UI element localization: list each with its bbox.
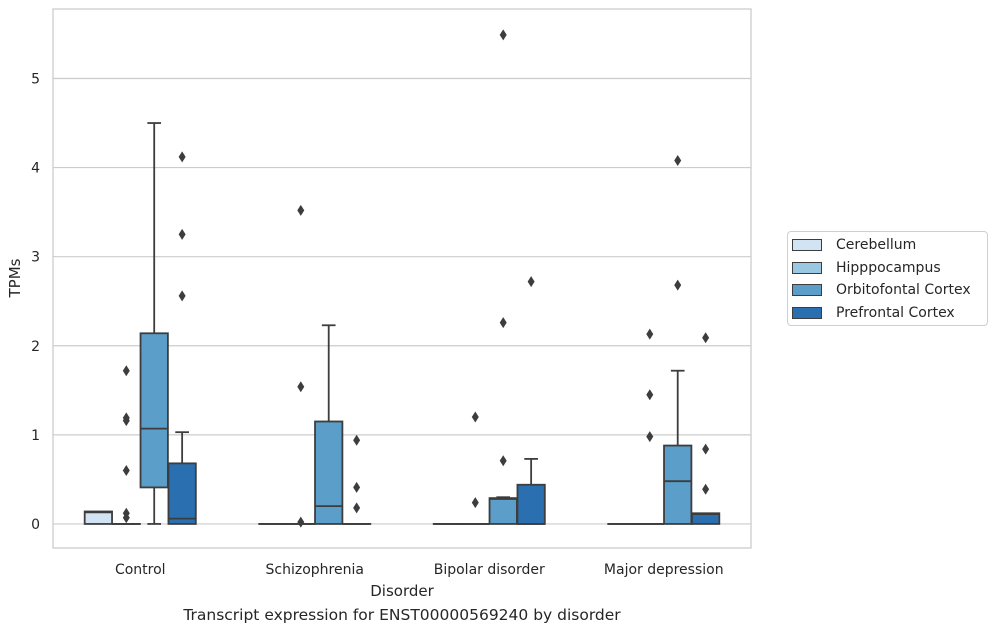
y-tick-label: 4 <box>31 161 40 177</box>
outlier-point <box>178 228 186 240</box>
legend-swatch-orbitofrontal <box>792 284 822 296</box>
legend-label: Orbitofontal Cortex <box>836 282 971 298</box>
x-tick-labels: Control Schizophrenia Bipolar disorder Majo… <box>115 562 724 578</box>
outlier-point <box>353 481 361 493</box>
outlier-point <box>702 483 710 495</box>
outlier-point <box>499 317 507 329</box>
legend-item-cerebellum: Cerebellum <box>792 235 916 255</box>
outlier-point <box>353 434 361 446</box>
boxes <box>83 29 721 528</box>
outlier-point <box>674 279 682 291</box>
box-3-2 <box>663 154 693 525</box>
outlier-point <box>122 464 130 476</box>
box-0-3 <box>167 151 197 525</box>
box-3-1 <box>635 328 665 525</box>
legend-item-hippocampus: Hipppocampus <box>792 258 941 278</box>
legend-swatch-hippocampus <box>792 262 822 274</box>
legend-swatch-prefrontal <box>792 307 822 319</box>
outlier-point <box>646 389 654 401</box>
outlier-point <box>178 290 186 302</box>
outlier-point <box>646 328 654 340</box>
plot-frame <box>52 8 752 549</box>
box-0-2 <box>139 122 169 525</box>
box-rect <box>139 332 169 489</box>
outlier-point <box>297 381 305 393</box>
x-tick-label: Major depression <box>604 562 724 578</box>
legend-label: Prefrontal Cortex <box>836 305 955 321</box>
outlier-point <box>471 497 479 509</box>
box-0-0 <box>83 510 113 525</box>
box-3-3 <box>691 332 721 525</box>
outlier-point <box>297 204 305 216</box>
figure-caption: Transcript expression for ENST0000056924… <box>183 606 621 624</box>
outlier-point <box>122 512 130 524</box>
box-1-3 <box>342 434 372 525</box>
outlier-point <box>297 516 305 528</box>
outlier-point <box>178 151 186 163</box>
outlier-point <box>702 443 710 455</box>
outlier-point <box>471 411 479 423</box>
box-rect <box>167 462 197 525</box>
outlier-point <box>499 29 507 41</box>
box-0-1 <box>111 365 141 525</box>
legend: Cerebellum Hipppocampus Orbitofontal Cor… <box>787 231 988 326</box>
y-tick-label: 1 <box>31 428 40 444</box>
box-2-1 <box>460 411 490 525</box>
outlier-point <box>527 276 535 288</box>
box-rect <box>488 497 518 525</box>
outlier-point <box>646 431 654 443</box>
box-1-1 <box>286 204 316 528</box>
legend-item-prefrontal: Prefrontal Cortex <box>792 303 955 323</box>
box-rect <box>314 420 344 525</box>
box-rect <box>516 483 546 525</box>
y-axis-label: TPMs <box>6 258 24 298</box>
legend-label: Hipppocampus <box>836 260 941 276</box>
box-2-2 <box>488 29 518 525</box>
box-1-2 <box>314 324 344 525</box>
legend-item-orbitofrontal: Orbitofontal Cortex <box>792 280 971 300</box>
legend-swatch-cerebellum <box>792 239 822 251</box>
box-rect <box>663 444 693 525</box>
outlier-point <box>674 154 682 166</box>
outlier-point <box>122 415 130 427</box>
outlier-point <box>702 332 710 344</box>
outlier-point <box>122 365 130 377</box>
y-tick-label: 5 <box>31 71 40 87</box>
box-2-3 <box>516 276 546 525</box>
box-rect <box>83 510 113 525</box>
x-tick-label: Bipolar disorder <box>434 562 545 578</box>
outlier-point <box>353 502 361 514</box>
x-axis-label: Disorder <box>370 582 434 600</box>
y-tick-labels: 0 1 2 3 4 5 <box>31 71 40 532</box>
y-tick-label: 3 <box>31 250 40 266</box>
legend-label: Cerebellum <box>836 237 917 253</box>
y-tick-label: 2 <box>31 339 40 355</box>
x-tick-label: Control <box>115 562 166 578</box>
outlier-point <box>499 455 507 467</box>
x-tick-label: Schizophrenia <box>266 562 364 578</box>
y-tick-label: 0 <box>31 517 40 533</box>
